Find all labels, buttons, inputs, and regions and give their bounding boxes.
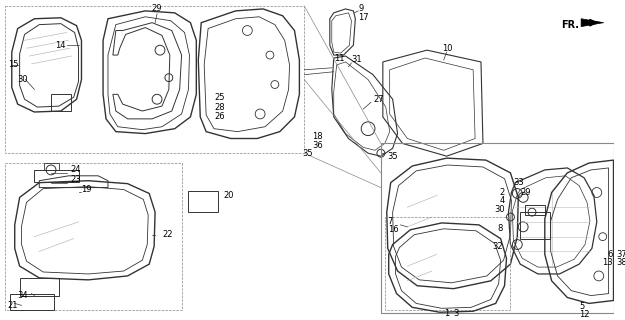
Text: 37: 37 [616, 250, 625, 259]
Text: 15: 15 [8, 60, 18, 69]
Text: 17: 17 [358, 13, 369, 22]
Text: 25: 25 [214, 93, 224, 102]
Text: 7: 7 [388, 217, 393, 227]
Text: 19: 19 [81, 185, 92, 194]
Text: 33: 33 [513, 178, 524, 187]
Text: FR.: FR. [561, 20, 579, 30]
Text: 24: 24 [71, 165, 81, 174]
Text: 14: 14 [55, 41, 66, 50]
Polygon shape [581, 19, 604, 27]
Text: 26: 26 [214, 112, 224, 121]
Text: 31: 31 [351, 55, 362, 64]
Text: 35: 35 [302, 149, 313, 158]
Text: 4: 4 [499, 196, 504, 205]
Text: 3: 3 [454, 309, 459, 318]
Text: 28: 28 [214, 103, 224, 112]
Text: 38: 38 [616, 258, 625, 267]
Text: 2: 2 [499, 188, 504, 197]
Text: 23: 23 [71, 175, 81, 184]
Text: 1: 1 [444, 309, 449, 318]
Text: 13: 13 [602, 258, 612, 267]
Text: 8: 8 [498, 224, 502, 233]
Text: 29: 29 [152, 4, 162, 13]
Text: 11: 11 [334, 53, 344, 62]
Text: 5: 5 [579, 302, 584, 311]
Text: 18: 18 [312, 132, 322, 141]
Text: 30: 30 [494, 205, 504, 214]
Text: 22: 22 [162, 230, 172, 239]
Text: 32: 32 [492, 242, 502, 251]
Text: 9: 9 [358, 4, 364, 13]
Text: 6: 6 [607, 250, 612, 259]
Text: 16: 16 [388, 225, 398, 234]
Text: 30: 30 [18, 75, 28, 84]
Text: 27: 27 [373, 95, 384, 104]
Text: 35: 35 [388, 152, 398, 161]
Text: 29: 29 [520, 188, 531, 197]
Text: 36: 36 [312, 141, 323, 150]
Text: 34: 34 [18, 291, 28, 300]
Text: 10: 10 [442, 44, 452, 53]
Text: 20: 20 [224, 191, 234, 200]
Text: 21: 21 [8, 301, 18, 310]
Text: 12: 12 [579, 310, 589, 319]
